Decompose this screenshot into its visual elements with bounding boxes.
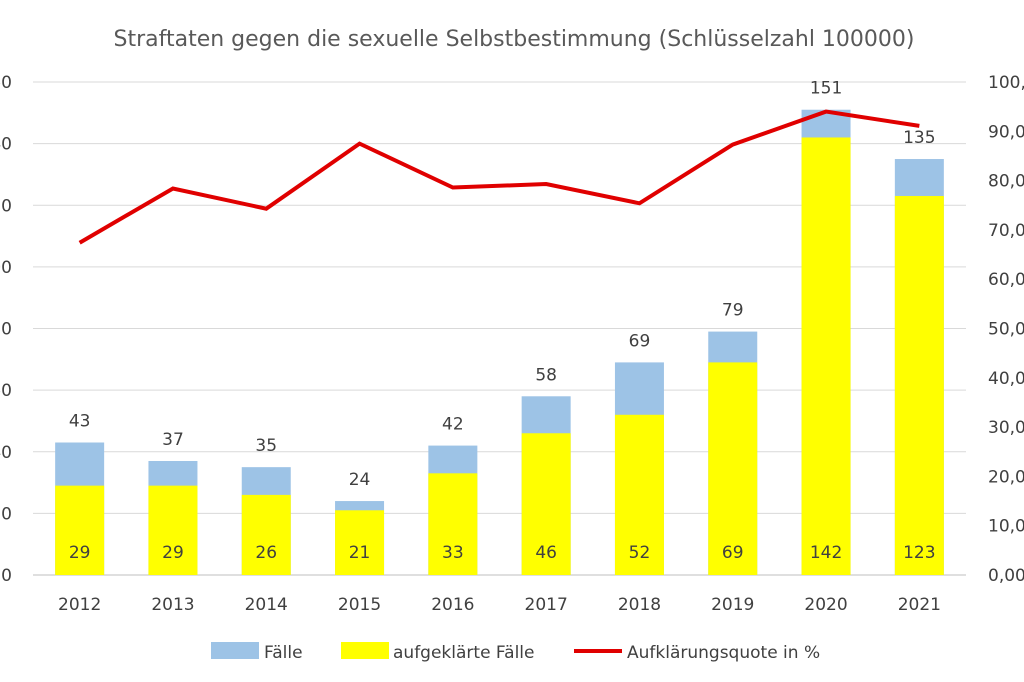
x-tick-label: 2019 <box>711 595 754 615</box>
y-left-tick-label: 120 <box>0 196 12 216</box>
data-label-faelle: 58 <box>535 365 557 385</box>
data-label-aufgeklaerte-faelle: 46 <box>535 543 557 563</box>
y-left-tick-label: 140 <box>0 135 12 155</box>
bar-aufgeklaerte-faelle <box>335 510 385 575</box>
bar-aufgeklaerte-faelle <box>801 137 851 575</box>
y-left-tick-label: 60 <box>0 381 12 401</box>
y-right-tick-label: 100,00 <box>988 73 1024 93</box>
x-tick-label: 2021 <box>898 595 941 615</box>
data-label-aufgeklaerte-faelle: 21 <box>349 543 371 563</box>
data-label-faelle: 24 <box>349 470 371 490</box>
data-label-faelle: 69 <box>629 331 651 351</box>
y-left-tick-label: 40 <box>0 443 12 463</box>
y-right-tick-label: 30,00 <box>988 418 1024 438</box>
bar-aufgeklaerte-faelle <box>894 196 944 575</box>
data-label-aufgeklaerte-faelle: 33 <box>442 543 464 563</box>
legend-label-aufgeklaerte: aufgeklärte Fälle <box>393 643 534 663</box>
legend-swatch-aufgeklaerte <box>341 642 389 659</box>
legend-label-faelle: Fälle <box>264 643 303 663</box>
data-label-faelle: 37 <box>162 430 184 450</box>
bars <box>55 109 944 575</box>
data-label-aufgeklaerte-faelle: 29 <box>69 543 91 563</box>
data-label-faelle: 151 <box>810 79 842 99</box>
legend-swatch-faelle <box>211 642 259 659</box>
data-label-aufgeklaerte-faelle: 29 <box>162 543 184 563</box>
y-left-tick-label: 20 <box>0 504 12 524</box>
y-right-tick-label: 70,00 <box>988 221 1024 241</box>
x-tick-label: 2014 <box>245 595 288 615</box>
y-right-tick-label: 90,00 <box>988 122 1024 142</box>
y-right-tick-label: 10,00 <box>988 517 1024 537</box>
x-tick-label: 2016 <box>431 595 474 615</box>
y-left-tick-label: 160 <box>0 73 12 93</box>
legend: Fälle aufgeklärte Fälle Aufklärungsquote… <box>211 642 820 663</box>
data-label-aufgeklaerte-faelle: 123 <box>903 543 935 563</box>
y-right-tick-label: 50,00 <box>988 320 1024 340</box>
line-aufklaerungsquote <box>78 109 920 245</box>
bar-aufgeklaerte-faelle <box>148 485 198 575</box>
data-label-faelle: 42 <box>442 415 464 435</box>
y-right-tick-label: 80,00 <box>988 172 1024 192</box>
data-label-faelle: 79 <box>722 301 744 321</box>
bar-aufgeklaerte-faelle <box>55 485 105 575</box>
y-right-tick-label: 60,00 <box>988 270 1024 290</box>
x-tick-label: 2012 <box>58 595 101 615</box>
y-left-tick-label: 100 <box>0 258 12 278</box>
bar-aufgeklaerte-faelle <box>708 362 758 575</box>
y-left-tick-label: 80 <box>0 320 12 340</box>
x-tick-label: 2015 <box>338 595 381 615</box>
y-right-tick-label: 40,00 <box>988 369 1024 389</box>
line-series <box>78 109 920 245</box>
bar-aufgeklaerte-faelle <box>428 473 478 575</box>
data-label-faelle: 135 <box>903 128 935 148</box>
data-labels: 43 29 37 29 35 26 24 21 42 33 58 46 69 52 79 69 151 142 13… <box>69 79 936 563</box>
y-right-tick-label: 0,00 <box>988 566 1024 586</box>
y-right-tick-label: 20,00 <box>988 467 1024 487</box>
x-tick-label: 2013 <box>151 595 194 615</box>
x-tick-label: 2020 <box>804 595 847 615</box>
data-label-faelle: 35 <box>255 436 277 456</box>
x-tick-label: 2018 <box>618 595 661 615</box>
data-label-aufgeklaerte-faelle: 69 <box>722 543 744 563</box>
y-left-tick-label: 0 <box>1 566 12 586</box>
bar-aufgeklaerte-faelle <box>614 414 664 575</box>
data-label-aufgeklaerte-faelle: 142 <box>810 543 842 563</box>
data-label-aufgeklaerte-faelle: 26 <box>255 543 277 563</box>
legend-label-quote: Aufklärungsquote in % <box>627 643 820 663</box>
axes: 0 20 40 60 80 100 120 140 160 0,00 10,00 20,00 30,00… <box>0 73 1024 615</box>
x-tick-label: 2017 <box>525 595 568 615</box>
data-label-aufgeklaerte-faelle: 52 <box>629 543 651 563</box>
chart-title: Straftaten gegen die sexuelle Selbstbest… <box>113 27 914 52</box>
bar-aufgeklaerte-faelle <box>521 433 571 575</box>
data-label-faelle: 43 <box>69 412 91 432</box>
bar-aufgeklaerte-faelle <box>241 494 291 575</box>
